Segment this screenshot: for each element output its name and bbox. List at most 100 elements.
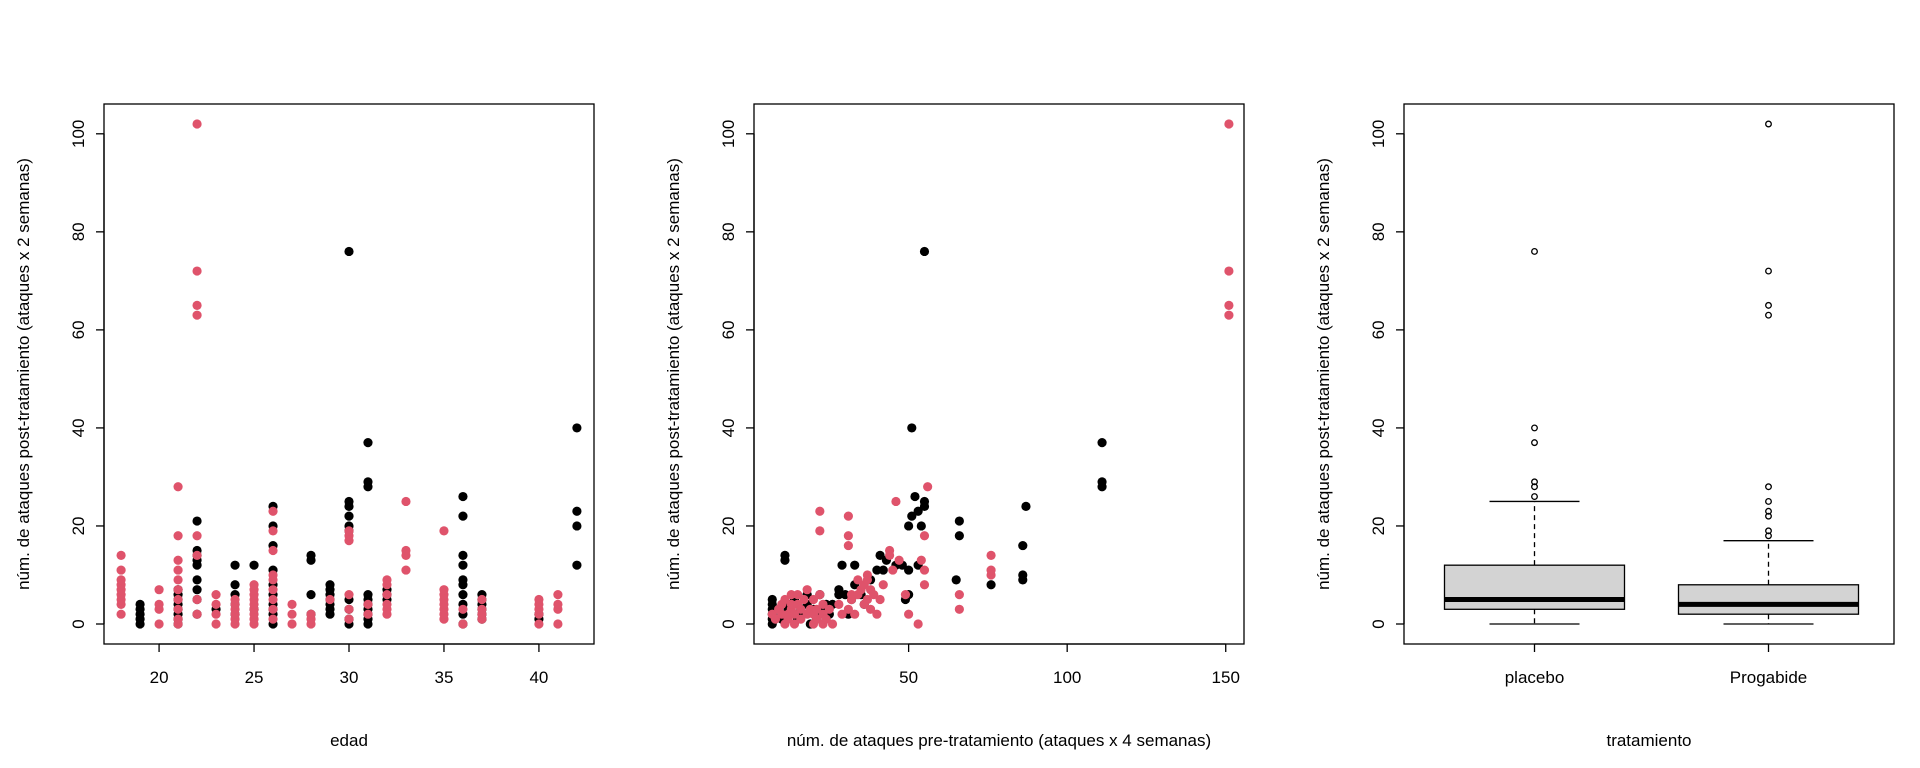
y-tick-label: 20 (719, 516, 738, 535)
point-progabide (954, 604, 964, 614)
point-progabide (116, 550, 126, 560)
outlier-point (1765, 527, 1772, 535)
point-placebo (919, 246, 930, 257)
point-progabide (344, 604, 354, 614)
y-tick-label: 0 (69, 619, 88, 628)
point-progabide (789, 619, 800, 629)
point-progabide (954, 589, 964, 600)
point-placebo (1097, 438, 1107, 448)
x-axis-label: núm. de ataques pre-tratamiento (ataques… (787, 731, 1211, 750)
point-progabide (192, 594, 202, 605)
point-placebo (192, 516, 202, 526)
point-progabide (786, 599, 796, 609)
point-progabide (534, 619, 544, 629)
boxplots (1443, 120, 1860, 625)
y-axis: 0 20 40 60 80 100 (1369, 120, 1405, 629)
point-progabide (268, 614, 278, 624)
point-placebo (916, 521, 926, 531)
point-progabide (306, 609, 316, 619)
point-progabide (553, 589, 563, 600)
point-progabide (173, 585, 183, 595)
point-progabide (192, 550, 202, 560)
point-progabide (894, 555, 904, 565)
outlier-point (1531, 478, 1538, 486)
point-progabide (268, 585, 278, 595)
point-progabide (843, 511, 853, 521)
point-placebo (572, 521, 582, 531)
point-placebo (913, 506, 923, 516)
plot-frame (1403, 103, 1895, 645)
x-axis-label: edad (330, 731, 368, 750)
outlier-point (1765, 512, 1772, 520)
point-placebo (363, 477, 373, 487)
point-placebo (872, 565, 882, 575)
point-progabide (865, 604, 876, 614)
x-tick-label: 35 (435, 668, 454, 687)
point-progabide (268, 545, 278, 556)
point-progabide (808, 594, 819, 605)
box-0 (1443, 248, 1626, 625)
point-progabide (916, 555, 926, 565)
point-progabide (173, 594, 183, 605)
outlier-point (1531, 248, 1538, 255)
y-tick-label: 100 (69, 120, 88, 148)
point-placebo (875, 550, 885, 560)
x-axis: 50 100 150 (899, 643, 1240, 687)
point-progabide (872, 609, 882, 619)
point-placebo (344, 511, 354, 521)
point-progabide (1224, 310, 1234, 320)
point-progabide (786, 589, 796, 600)
box-1 (1677, 120, 1860, 625)
point-placebo (458, 560, 468, 570)
outlier-point (1765, 267, 1772, 275)
point-placebo (458, 491, 468, 502)
point-progabide (796, 614, 806, 624)
x-tick-label: 30 (340, 668, 359, 687)
point-progabide (904, 609, 914, 619)
point-placebo (1018, 540, 1028, 551)
point-progabide (875, 594, 885, 605)
point-progabide (815, 526, 825, 536)
point-placebo (954, 531, 964, 541)
point-progabide (850, 609, 860, 619)
y-tick-label: 40 (69, 418, 88, 437)
point-progabide (1224, 266, 1234, 276)
point-progabide (477, 604, 487, 614)
point-progabide (344, 589, 354, 600)
box-iqr (1677, 584, 1860, 615)
point-progabide (268, 570, 278, 580)
point-progabide (869, 589, 879, 600)
x-tick-label: Progabide (1730, 668, 1808, 687)
point-placebo (325, 580, 335, 590)
point-progabide (325, 594, 335, 605)
point-progabide (534, 594, 544, 605)
y-axis-label: núm. de ataques post-tratamiento (ataque… (14, 158, 33, 590)
point-progabide (815, 506, 825, 516)
point-progabide (986, 550, 996, 560)
point-progabide (401, 496, 411, 507)
point-progabide (173, 604, 183, 614)
outlier-point (1765, 498, 1772, 505)
point-placebo (344, 246, 354, 257)
point-progabide (116, 565, 126, 575)
point-placebo (986, 580, 996, 590)
point-progabide (802, 585, 812, 595)
outlier-point (1765, 311, 1772, 319)
y-tick-label: 80 (69, 222, 88, 241)
x-tick-label: 20 (150, 668, 169, 687)
point-progabide (884, 545, 895, 556)
point-progabide (116, 609, 126, 619)
x-tick-label: placebo (1505, 668, 1565, 687)
point-placebo (904, 521, 914, 531)
outlier-point (1765, 483, 1772, 491)
point-placebo (919, 501, 930, 511)
point-progabide (211, 609, 221, 619)
scatter-points (767, 119, 1234, 629)
y-tick-label: 40 (719, 418, 738, 437)
point-progabide (439, 585, 449, 595)
point-placebo (840, 589, 850, 600)
point-progabide (799, 594, 809, 605)
point-placebo (458, 550, 468, 560)
point-progabide (173, 555, 183, 565)
point-progabide (192, 531, 202, 541)
